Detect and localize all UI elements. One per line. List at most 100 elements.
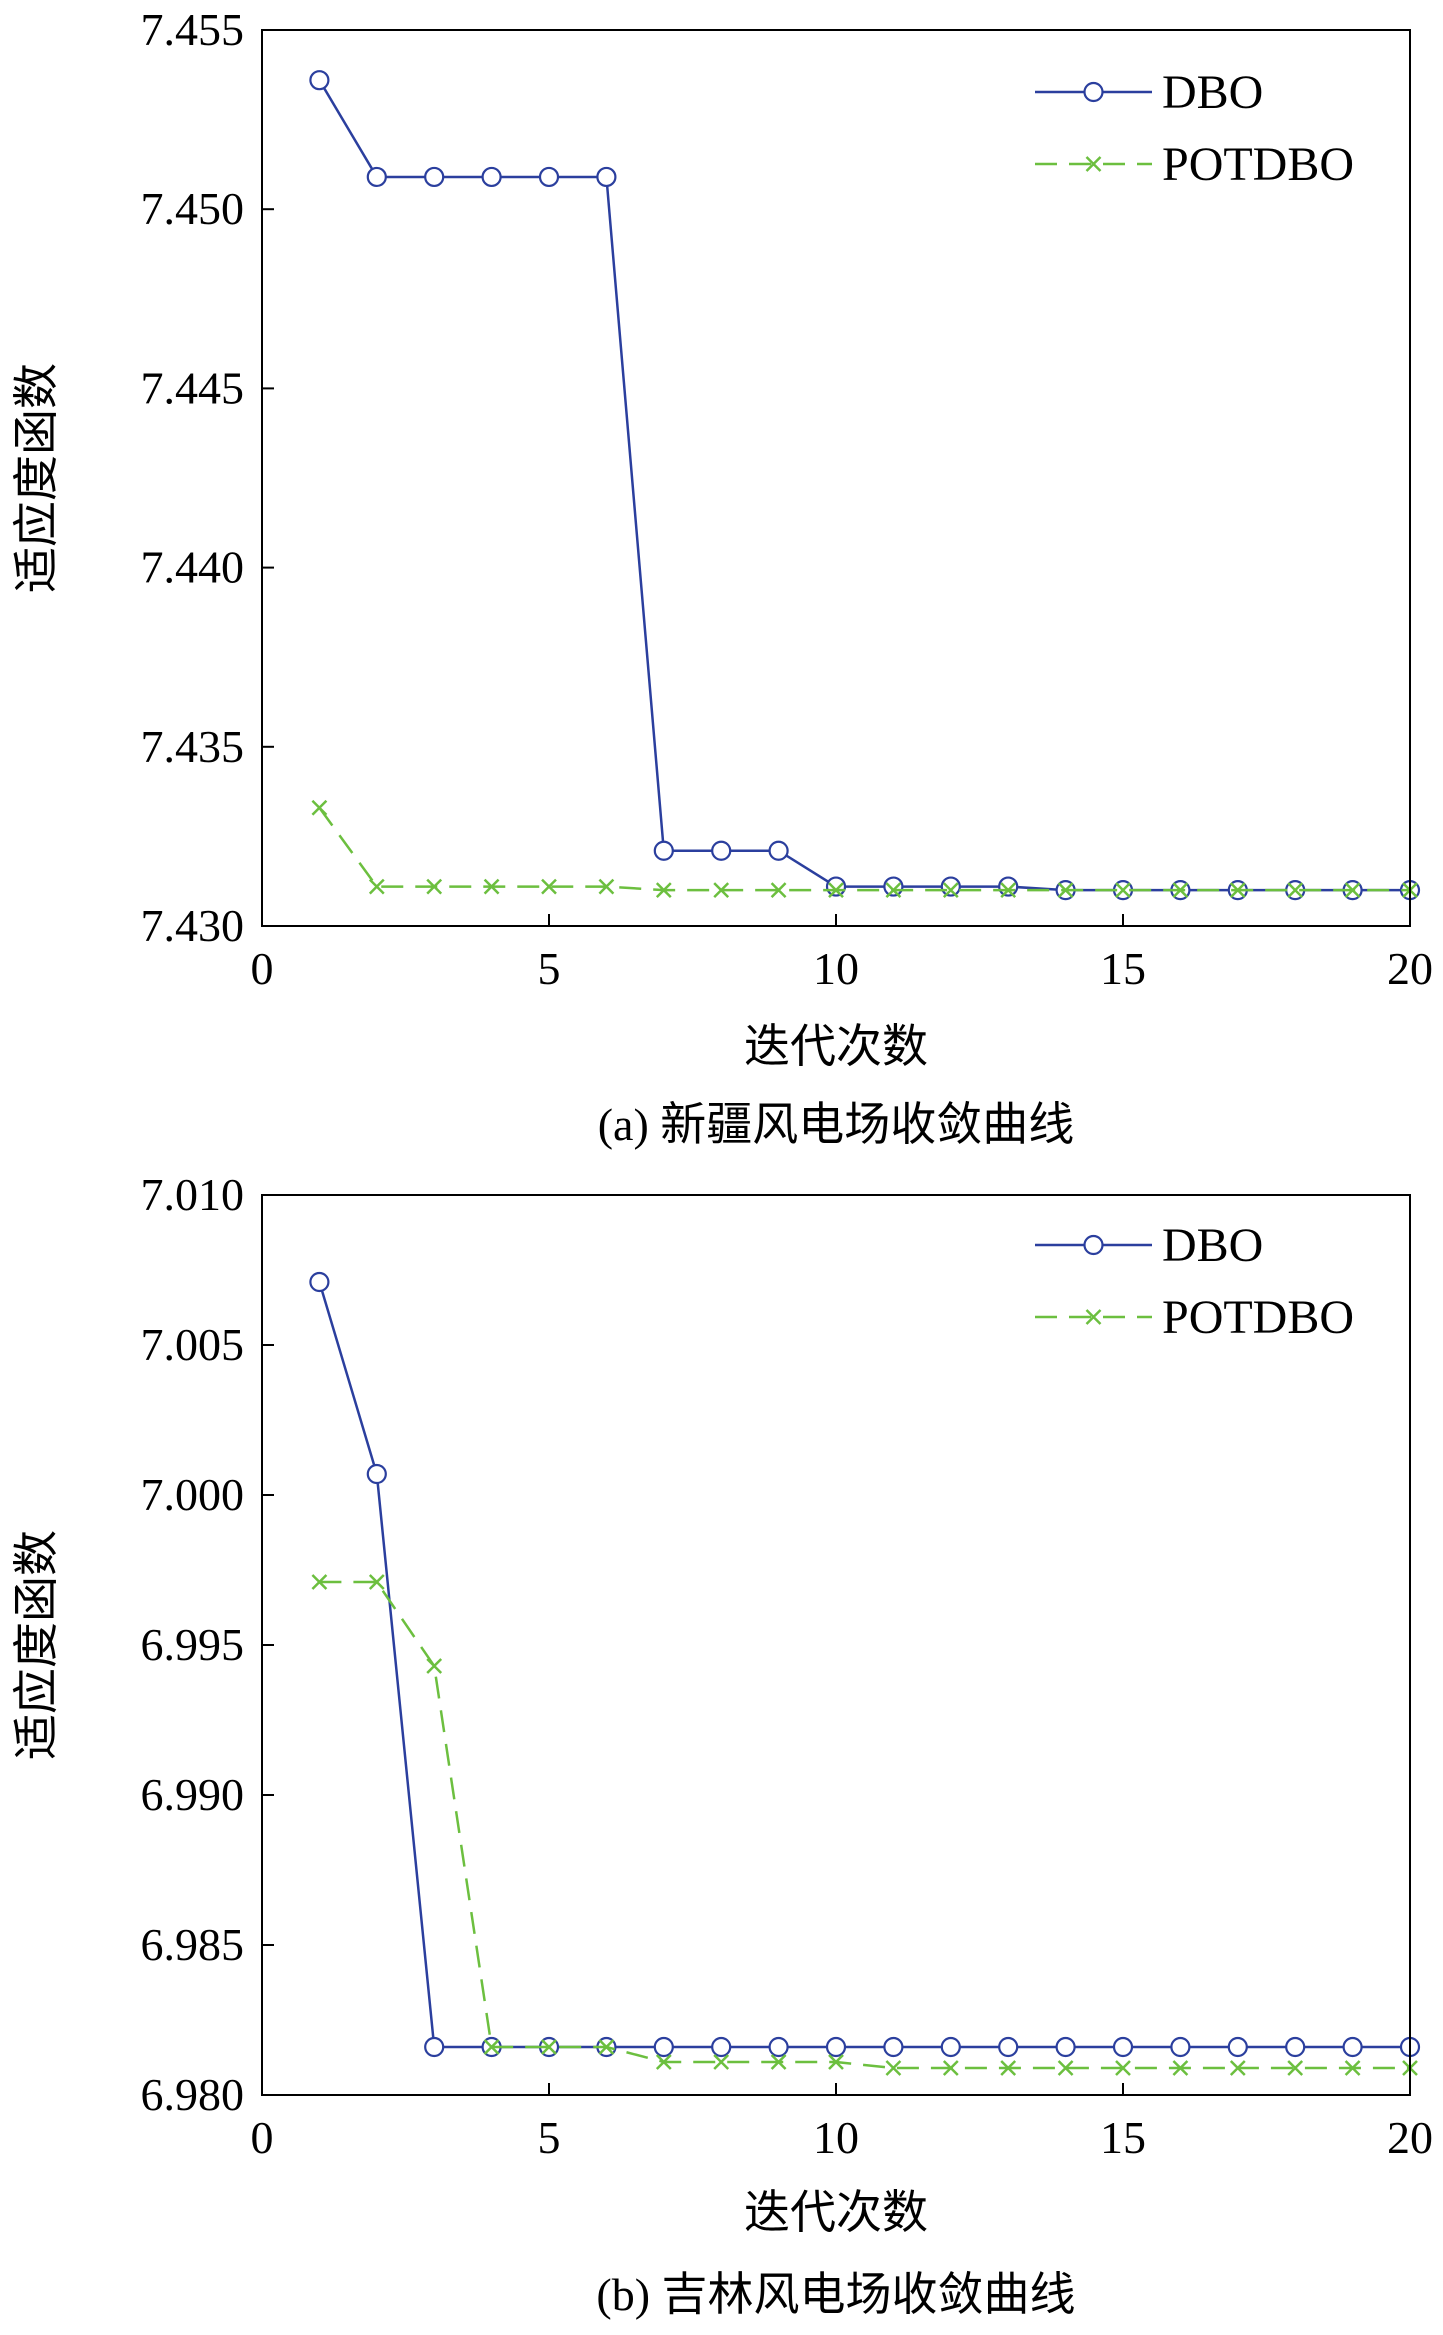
point-b-potdbo-13 (1000, 2060, 1017, 2076)
point-b-potdbo-15 (1115, 2060, 1131, 2076)
point-b-dbo-15 (1112, 2036, 1134, 2058)
x-tick-label-a-2: 10 (813, 943, 859, 994)
point-b-potdbo-10 (828, 2054, 844, 2070)
x-tick-label-b-1: 5 (538, 2112, 561, 2163)
caption-b: (b) 吉林风电场收敛曲线 (596, 2269, 1075, 2320)
y-tick-label-b-5: 7.005 (141, 1319, 245, 1370)
point-b-dbo-18 (1285, 2036, 1306, 2058)
point-b-potdbo-12 (942, 2060, 959, 2076)
x-tick-label-b-4: 20 (1387, 2112, 1433, 2163)
y-tick-label-b-4: 7.000 (141, 1469, 245, 1520)
y-tick-label-a-5: 7.455 (141, 4, 245, 55)
point-b-potdbo-19 (1344, 2060, 1361, 2076)
point-b-dbo-13 (998, 2036, 1019, 2058)
x-tick-label-a-3: 15 (1100, 943, 1146, 994)
point-b-potdbo-11 (885, 2060, 902, 2076)
point-a-dbo-5 (538, 166, 560, 188)
x-tick-label-a-0: 0 (251, 943, 274, 994)
y-tick-label-a-1: 7.435 (141, 721, 245, 772)
legend-marker-b-0 (1083, 1234, 1104, 1256)
legend-label-b-1: POTDBO (1162, 1291, 1354, 1344)
legend-label-a-1: POTDBO (1162, 138, 1354, 191)
point-b-dbo-9 (768, 2036, 789, 2058)
point-a-potdbo-9 (770, 882, 787, 899)
x-axis-label-a: 迭代次数 (744, 1021, 928, 1072)
point-a-potdbo-2 (368, 878, 385, 895)
x-tick-label-b-3: 15 (1100, 2112, 1146, 2163)
legend-label-a-0: DBO (1162, 66, 1263, 119)
point-b-dbo-16 (1170, 2036, 1191, 2058)
y-tick-label-b-2: 6.990 (141, 1769, 245, 1820)
point-b-dbo-19 (1342, 2036, 1363, 2058)
point-a-potdbo-3 (426, 878, 443, 895)
point-a-dbo-10 (825, 876, 847, 897)
series-line-b-potdbo (319, 1580, 1410, 2070)
point-b-dbo-10 (825, 2036, 847, 2058)
legend-marker-b-1 (1085, 1309, 1102, 1325)
series-a-dbo (309, 70, 1421, 901)
y-tick-label-b-6: 7.010 (141, 1169, 245, 1220)
y-tick-label-b-1: 6.985 (141, 1919, 245, 1970)
series-b-potdbo (311, 1574, 1418, 2076)
legend-marker-a-1 (1085, 156, 1102, 172)
x-tick-label-a-4: 20 (1387, 943, 1433, 994)
point-a-potdbo-13 (1000, 882, 1017, 899)
point-b-potdbo-18 (1287, 2060, 1304, 2076)
point-a-potdbo-1 (311, 799, 328, 816)
series-line-a-potdbo (318, 806, 1410, 892)
point-b-dbo-2 (366, 1463, 387, 1485)
legend-marker-a-0 (1083, 81, 1104, 103)
point-a-potdbo-10 (828, 882, 844, 899)
point-a-potdbo-15 (1115, 882, 1131, 899)
point-b-potdbo-16 (1172, 2060, 1189, 2076)
series-line-a-dbo (318, 79, 1410, 892)
point-b-dbo-11 (883, 2036, 904, 2058)
point-a-potdbo-12 (942, 882, 959, 899)
point-a-potdbo-11 (885, 882, 902, 899)
point-a-dbo-9 (768, 840, 789, 861)
series-line-b-dbo (318, 1281, 1410, 2049)
chart-panel-b: 0 5 10 15 20 6.980 6.985 6.990 6.995 7.000 7.005 7.… (11, 1169, 1433, 2320)
point-b-dbo-1 (309, 1271, 330, 1293)
point-b-potdbo-5 (541, 2039, 557, 2055)
point-a-potdbo-17 (1229, 882, 1246, 899)
plot-area-b (309, 1271, 1421, 2076)
point-a-potdbo-7 (655, 882, 672, 899)
legend-a: DBO POTDBO (1035, 66, 1354, 191)
axes-a: 0 5 10 15 20 7.430 7.435 7.440 7.445 7.450 7.455 (141, 4, 1434, 994)
point-a-potdbo-16 (1172, 882, 1189, 899)
series-a-potdbo (311, 799, 1418, 899)
x-tick-label-a-1: 5 (538, 943, 561, 994)
plot-area-a (309, 70, 1421, 901)
axes-b: 0 5 10 15 20 6.980 6.985 6.990 6.995 7.000 7.005 7.… (141, 1169, 1434, 2163)
point-b-potdbo-8 (713, 2054, 730, 2070)
point-a-potdbo-8 (713, 882, 730, 899)
point-a-dbo-12 (940, 876, 961, 897)
point-a-dbo-1 (309, 70, 330, 91)
point-a-potdbo-5 (541, 878, 557, 895)
y-axis-label-b: 适应度函数 (11, 1530, 62, 1760)
y-tick-label-a-0: 7.430 (141, 900, 245, 951)
point-a-potdbo-6 (598, 878, 615, 895)
y-tick-label-a-2: 7.440 (141, 542, 245, 593)
point-a-dbo-11 (883, 876, 904, 897)
point-b-potdbo-3 (426, 1658, 443, 1674)
point-b-dbo-8 (711, 2036, 732, 2058)
legend-label-b-0: DBO (1162, 1219, 1263, 1272)
point-a-potdbo-14 (1057, 882, 1074, 899)
y-tick-label-b-3: 6.995 (141, 1619, 245, 1670)
point-b-potdbo-4 (483, 2039, 500, 2055)
point-a-dbo-6 (596, 166, 617, 188)
point-a-dbo-2 (366, 166, 387, 188)
point-a-potdbo-18 (1287, 882, 1304, 899)
point-a-potdbo-19 (1344, 882, 1361, 899)
caption-a: (a) 新疆风电场收敛曲线 (598, 1099, 1075, 1150)
point-b-dbo-7 (653, 2036, 674, 2058)
x-axis-label-b: 迭代次数 (744, 2187, 928, 2238)
point-a-dbo-8 (711, 840, 732, 861)
chart-panel-a: 0 5 10 15 20 7.430 7.435 7.440 7.445 7.450 7.455 D… (11, 4, 1433, 1150)
y-tick-label-a-3: 7.445 (141, 362, 245, 413)
y-axis-label-a: 适应度函数 (11, 363, 62, 593)
point-b-potdbo-14 (1057, 2060, 1074, 2076)
